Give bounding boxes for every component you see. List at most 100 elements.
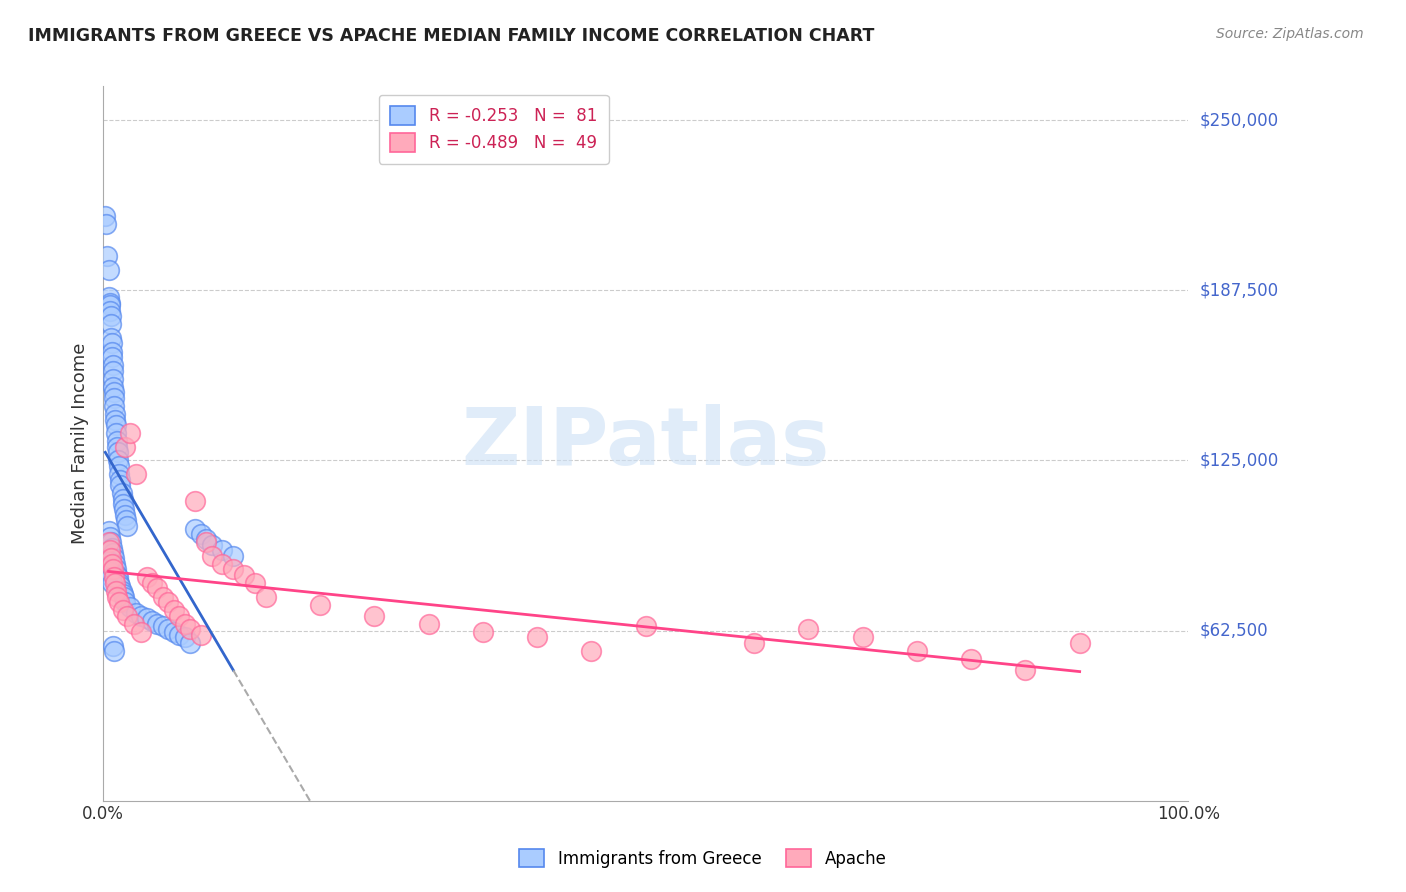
Point (101, 364, 124, 378)
Point (581, 644, 603, 658)
Point (471, 624, 494, 639)
Point (152, 619, 174, 633)
Point (97, 524, 120, 539)
Point (157, 622, 180, 636)
Point (157, 595, 180, 609)
Point (94, 209, 117, 223)
Point (100, 570, 122, 584)
Point (135, 611, 157, 625)
Text: Source: ZipAtlas.com: Source: ZipAtlas.com (1216, 27, 1364, 41)
Point (163, 624, 186, 639)
Text: $187,500: $187,500 (1199, 282, 1278, 300)
Point (96, 559, 118, 574)
Point (110, 486, 132, 500)
Point (98, 543, 121, 558)
Text: $125,000: $125,000 (1199, 451, 1278, 469)
Point (101, 358, 124, 372)
Point (163, 603, 186, 617)
Point (98, 303, 121, 318)
Point (167, 608, 190, 623)
Point (112, 502, 135, 516)
Point (120, 600, 142, 615)
Point (173, 616, 195, 631)
Point (254, 590, 277, 604)
Point (152, 590, 174, 604)
Y-axis label: Median Family Income: Median Family Income (72, 343, 89, 544)
Point (114, 508, 136, 522)
Point (363, 608, 385, 623)
Point (98, 295, 121, 310)
Point (195, 535, 218, 549)
Point (107, 453, 129, 467)
Point (634, 619, 657, 633)
Point (211, 557, 233, 571)
Point (141, 576, 163, 591)
Point (115, 513, 138, 527)
Point (103, 385, 125, 400)
Point (105, 440, 128, 454)
Point (100, 318, 122, 332)
Point (112, 590, 135, 604)
Text: IMMIGRANTS FROM GREECE VS APACHE MEDIAN FAMILY INCOME CORRELATION CHART: IMMIGRANTS FROM GREECE VS APACHE MEDIAN … (28, 27, 875, 45)
Point (190, 627, 212, 641)
Point (101, 546, 124, 560)
Point (108, 595, 131, 609)
Point (852, 631, 875, 645)
Point (100, 551, 122, 566)
Point (105, 590, 128, 604)
Point (103, 570, 125, 584)
Point (309, 598, 332, 612)
Point (190, 527, 212, 541)
Point (100, 310, 122, 324)
Point (115, 518, 138, 533)
Point (103, 551, 125, 566)
Point (96, 249, 118, 263)
Point (195, 533, 218, 547)
Point (184, 494, 207, 508)
Legend: Immigrants from Greece, Apache: Immigrants from Greece, Apache (508, 838, 898, 880)
Point (101, 344, 124, 359)
Point (105, 567, 128, 582)
Point (108, 467, 131, 482)
Point (141, 614, 163, 628)
Point (105, 562, 128, 576)
Point (101, 541, 124, 555)
Point (125, 467, 148, 482)
Point (100, 331, 122, 345)
Point (114, 595, 136, 609)
Point (243, 576, 266, 591)
Point (184, 522, 207, 536)
Point (129, 624, 152, 639)
Point (98, 530, 121, 544)
Point (97, 554, 120, 568)
Point (222, 562, 245, 576)
Point (526, 631, 548, 645)
Point (101, 576, 124, 591)
Point (111, 497, 134, 511)
Point (110, 478, 132, 492)
Point (129, 608, 152, 623)
Point (120, 426, 142, 441)
Point (179, 636, 201, 650)
Text: $62,500: $62,500 (1199, 622, 1268, 640)
Point (101, 380, 124, 394)
Text: ZIPatlas: ZIPatlas (461, 404, 830, 483)
Point (98, 565, 121, 579)
Point (167, 627, 190, 641)
Point (97, 290, 120, 304)
Point (111, 587, 134, 601)
Legend: R = -0.253   N =  81, R = -0.489   N =  49: R = -0.253 N = 81, R = -0.489 N = 49 (378, 95, 609, 164)
Point (905, 644, 928, 658)
Point (105, 434, 128, 449)
Point (797, 622, 820, 636)
Point (97, 263, 120, 277)
Point (110, 473, 132, 487)
Point (100, 535, 122, 549)
Point (173, 631, 195, 645)
Point (105, 418, 128, 433)
Point (114, 440, 136, 454)
Point (135, 570, 157, 584)
Point (110, 584, 132, 599)
Point (233, 567, 256, 582)
Point (110, 579, 132, 593)
